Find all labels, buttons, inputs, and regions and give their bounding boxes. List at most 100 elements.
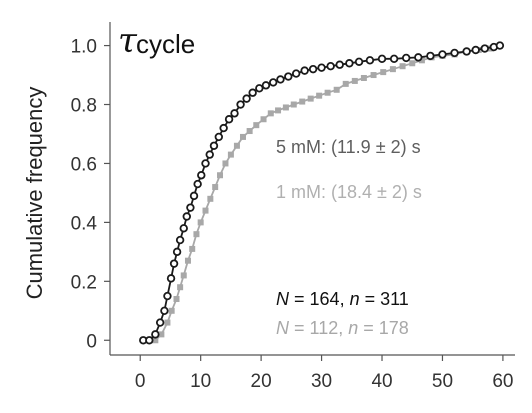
data-point <box>261 81 271 90</box>
count-1mm-N-symbol: N <box>276 318 290 338</box>
data-point <box>236 100 245 109</box>
data-point <box>418 57 425 64</box>
x-tick-label: 0 <box>135 371 146 392</box>
count-5mm-n-symbol: n <box>350 289 360 309</box>
data-point <box>175 235 185 245</box>
data-point <box>205 150 214 159</box>
data-point <box>426 51 435 61</box>
x-tick-label: 20 <box>251 371 272 392</box>
data-point <box>299 98 306 105</box>
data-point <box>246 128 253 135</box>
data-point <box>239 133 246 140</box>
data-point <box>197 219 204 226</box>
data-point <box>324 89 331 96</box>
series-5mm <box>139 41 505 345</box>
data-point <box>276 75 285 84</box>
data-point <box>193 231 200 238</box>
data-point <box>253 122 260 129</box>
data-point <box>169 259 179 268</box>
data-point <box>480 44 489 53</box>
data-point <box>351 77 358 84</box>
data-point <box>164 319 171 326</box>
data-point <box>255 84 264 93</box>
data-point <box>207 195 214 202</box>
data-point <box>209 141 219 150</box>
count-5mm-eq1: = <box>289 289 310 309</box>
legend-1mm-label: 1 mM: (18.4 ± 2) s <box>276 182 422 202</box>
data-point <box>180 272 187 279</box>
chart-title-symbol: τ <box>118 21 138 61</box>
data-point <box>219 123 228 133</box>
data-point <box>222 160 229 167</box>
data-point <box>462 47 471 56</box>
data-point <box>173 296 180 303</box>
count-5mm-n-value: 311 <box>380 289 409 309</box>
data-point <box>282 104 289 111</box>
count-1mm-n-symbol: n <box>348 318 358 338</box>
data-point <box>290 101 297 108</box>
data-point <box>233 142 240 149</box>
data-point <box>189 191 199 201</box>
data-point <box>326 62 335 71</box>
data-point <box>224 115 234 124</box>
count-1mm-n-value: 178 <box>379 318 409 338</box>
data-point <box>269 78 278 87</box>
data-point <box>471 45 480 55</box>
y-axis-title: Cumulative frequency <box>22 87 47 300</box>
data-point <box>201 159 210 168</box>
data-point <box>380 69 387 76</box>
count-1mm: N = 112, n = 178 <box>276 318 409 338</box>
data-point <box>389 54 399 64</box>
y-tick-label: 1.0 <box>71 37 97 58</box>
data-point <box>166 274 176 283</box>
count-5mm-N-symbol: N <box>276 289 290 309</box>
count-1mm-sep: , <box>338 318 348 338</box>
count-5mm-sep: , <box>340 289 350 309</box>
data-point <box>177 284 184 291</box>
data-point <box>193 179 202 189</box>
data-point <box>335 60 344 69</box>
axes: 0 10 20 30 40 50 60 0 0.2 0.4 0.6 0.8 1.0 <box>71 22 515 392</box>
legend-5mm-label: 5 mM: (11.9 ± 2) s <box>276 137 421 157</box>
data-point <box>333 86 340 93</box>
data-point <box>163 291 172 301</box>
x-tick-label: 60 <box>492 371 513 392</box>
y-tick-label: 0.8 <box>71 96 97 117</box>
data-point <box>158 331 165 338</box>
data-point <box>179 224 188 233</box>
data-point <box>316 92 323 99</box>
count-1mm-eq2: = <box>358 318 379 338</box>
data-point <box>189 245 196 252</box>
data-point <box>212 184 219 191</box>
data-point <box>354 57 364 66</box>
data-point <box>182 212 191 221</box>
data-point <box>377 54 387 64</box>
data-point <box>152 337 159 344</box>
data-point <box>401 53 411 63</box>
data-point <box>360 74 367 81</box>
count-5mm: N = 164, n = 311 <box>276 289 409 309</box>
data-point <box>284 72 293 81</box>
data-point <box>186 203 195 212</box>
count-1mm-eq1: = <box>289 318 310 338</box>
count-5mm-N-value: 164 <box>310 289 340 309</box>
data-point <box>275 107 282 114</box>
data-point <box>308 64 318 74</box>
data-point <box>365 56 375 65</box>
x-tick-label: 40 <box>371 371 392 392</box>
count-5mm-eq2: = <box>360 289 381 309</box>
data-point <box>414 53 423 62</box>
y-tick-label: 0 <box>86 331 97 352</box>
data-point <box>230 109 239 118</box>
data-point <box>389 66 396 73</box>
data-point <box>214 132 224 142</box>
data-point <box>202 207 209 214</box>
y-tick-label: 0.2 <box>71 272 97 293</box>
data-point <box>184 257 191 264</box>
data-point <box>345 59 354 68</box>
y-tick-label: 0.6 <box>71 154 97 175</box>
data-point <box>260 116 267 123</box>
data-point <box>399 63 406 70</box>
data-point <box>242 94 251 103</box>
data-point <box>342 80 349 87</box>
